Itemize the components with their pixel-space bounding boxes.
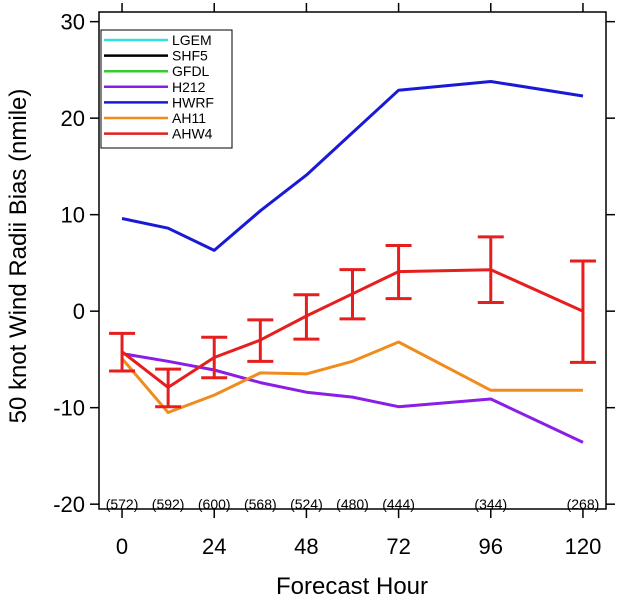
legend-box [100, 29, 233, 149]
y-tick-label: -20 [53, 492, 85, 517]
y-tick-label: 0 [73, 299, 85, 324]
legend-label: AH11 [172, 110, 206, 126]
series-line-hwrf [121, 80, 584, 252]
y-tick-label: 20 [61, 106, 85, 131]
sample-count-label: (572) [106, 496, 139, 512]
legend-label: H212 [172, 79, 206, 95]
legend-label: SHF5 [172, 48, 208, 64]
y-tick-label: 30 [61, 10, 85, 35]
sample-count-label: (568) [244, 496, 277, 512]
y-axis-title: 50 knot Wind Radii Bias (nmile) [5, 89, 32, 424]
series-line-ah11 [120, 340, 583, 414]
sample-count-label: (344) [474, 496, 507, 512]
sample-counts: (572) (592) (600) (568) (524) (480) (444) (344)… [106, 496, 600, 512]
legend-label: LGEM [172, 32, 212, 48]
x-tick-label: 96 [479, 534, 503, 559]
sample-count-label: (444) [382, 496, 415, 512]
legend-label: GFDL [172, 63, 210, 79]
x-tick-label: 48 [294, 534, 318, 559]
sample-count-label: (480) [336, 496, 369, 512]
sample-count-label: (268) [567, 496, 600, 512]
x-tick-label: 24 [202, 534, 226, 559]
x-tick-label: 120 [565, 534, 602, 559]
sample-count-label: (524) [290, 496, 323, 512]
axes: -20 -10 0 10 20 30 0 24 48 72 96 120 [53, 3, 615, 559]
series-layer [109, 80, 596, 444]
y-tick-label: 10 [61, 203, 85, 228]
sample-count-label: (600) [198, 496, 231, 512]
x-tick-label: 0 [116, 534, 128, 559]
x-axis-title: Forecast Hour [276, 573, 428, 600]
y-tick-label: -10 [53, 396, 85, 421]
legend-label: HWRF [172, 94, 214, 110]
series-line-h212 [121, 352, 584, 444]
x-tick-label: 72 [386, 534, 410, 559]
legend-label: AHW4 [172, 126, 213, 142]
plot-frame [98, 11, 607, 510]
sample-count-label: (592) [152, 496, 185, 512]
